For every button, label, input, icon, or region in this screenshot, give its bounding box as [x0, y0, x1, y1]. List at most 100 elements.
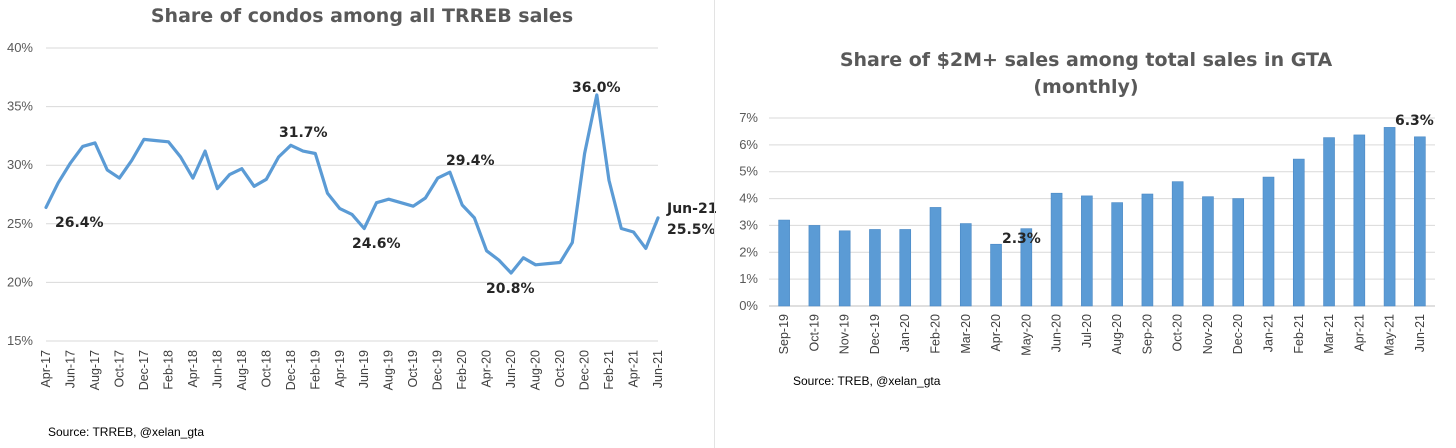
annotation-jan20: 29.4%	[446, 153, 495, 169]
bar	[1414, 136, 1426, 307]
x-tick-label: Feb-20	[929, 314, 943, 354]
x-tick-label: Jun-19	[357, 350, 371, 388]
annotation-apr20: 2.3%	[1002, 231, 1041, 247]
x-tick-label: Apr-20	[480, 350, 494, 388]
source-note: Source: TRREB, @xelan_gta	[48, 425, 204, 439]
annotation-jun19: 24.6%	[352, 236, 401, 252]
annotation-jun20: 20.8%	[486, 281, 535, 297]
bar	[1111, 202, 1123, 307]
y-tick-label: 40%	[7, 40, 33, 55]
x-tick-label: Apr-17	[39, 350, 53, 388]
x-tick-label: Feb-19	[308, 350, 322, 390]
panel-divider	[714, 0, 715, 448]
x-tick-label: Mar-20	[959, 314, 973, 354]
x-tick-label: Sep-19	[777, 314, 791, 354]
x-tick-label: Nov-20	[1201, 314, 1215, 354]
y-tick-label: 0%	[739, 298, 758, 313]
chart-title-line1: Share of $2M+ sales among total sales in…	[840, 49, 1333, 71]
x-tick-label: Apr-20	[989, 314, 1003, 352]
bar	[1262, 176, 1275, 307]
y-tick-label: 7%	[739, 110, 758, 125]
y-tick-label: 4%	[739, 191, 758, 206]
condo-share-line-chart: Share of condos among all TRREB sales 40…	[7, 5, 717, 439]
bar	[1232, 198, 1245, 307]
x-tick-label: Dec-19	[868, 314, 882, 354]
x-tick-label: Oct-19	[406, 350, 420, 388]
y-tick-label: 20%	[7, 274, 33, 289]
x-tick-label: Aug-17	[88, 350, 102, 390]
x-tick-label: Aug-20	[529, 350, 543, 390]
bar	[1020, 228, 1033, 307]
condo-share-chart-panel: Share of condos among all TRREB sales 40…	[0, 0, 717, 448]
x-tick-label: Oct-17	[112, 350, 126, 388]
x-tick-label: Jun-20	[1050, 314, 1064, 352]
bar	[990, 243, 1002, 307]
y-tick-label: 3%	[739, 217, 758, 232]
y-tick-label: 25%	[7, 216, 33, 231]
annotation-jun21: 6.3%	[1395, 113, 1434, 129]
x-tick-label: May-20	[1019, 314, 1033, 356]
bar	[959, 223, 972, 307]
x-tick-label: Jun-17	[63, 350, 77, 388]
bar	[838, 230, 851, 307]
y-tick-label: 35%	[7, 99, 33, 114]
x-tick-label: Sep-20	[1140, 314, 1154, 354]
x-tick-label: Mar-21	[1322, 314, 1336, 354]
bar	[1292, 158, 1305, 307]
bar	[869, 229, 881, 307]
y-tick-label: 15%	[7, 333, 33, 348]
annotation-dec18: 31.7%	[279, 125, 328, 141]
luxury-share-chart-panel: Share of $2M+ sales among total sales in…	[716, 0, 1456, 448]
bar	[1141, 193, 1154, 307]
y-tick-label: 6%	[739, 137, 758, 152]
bar	[1081, 195, 1093, 307]
source-note: Source: TREB, @xelan_gta	[793, 374, 941, 388]
x-tick-label: Apr-21	[1352, 314, 1366, 352]
x-tick-label: Dec-20	[1231, 314, 1245, 354]
x-tick-label: Oct-19	[807, 314, 821, 352]
x-tick-label: Feb-20	[455, 350, 469, 390]
y-tick-label: 2%	[739, 244, 758, 259]
bar	[1171, 181, 1184, 307]
bar	[1353, 134, 1366, 307]
annotation-jun21-value: 25.5%	[667, 222, 716, 238]
bar	[778, 219, 790, 307]
annotation-jun21-label: Jun-21	[666, 201, 717, 217]
x-tick-label: Apr-19	[333, 350, 347, 388]
bar	[929, 207, 942, 307]
x-tick-label: Dec-18	[284, 350, 298, 390]
x-tick-label: Jun-20	[504, 350, 518, 388]
bar	[1050, 192, 1063, 307]
x-tick-label: Oct-20	[1171, 314, 1185, 352]
bar	[1383, 127, 1396, 307]
x-tick-label: Jan-20	[898, 314, 912, 352]
bar	[1323, 137, 1335, 307]
y-tick-label: 5%	[739, 164, 758, 179]
x-tick-label: Jan-21	[1262, 314, 1276, 352]
x-tick-label: Feb-21	[1292, 314, 1306, 354]
annotation-jan21: 36.0%	[572, 80, 621, 96]
x-tick-label: Dec-20	[578, 350, 592, 390]
chart-title-line2: (monthly)	[1033, 76, 1138, 98]
x-tick-label: Aug-19	[382, 350, 396, 390]
x-tick-label: Nov-19	[838, 314, 852, 354]
x-tick-label: Apr-18	[186, 350, 200, 388]
x-tick-label: Feb-18	[161, 350, 175, 390]
bar	[899, 229, 912, 307]
bar	[808, 225, 821, 307]
x-tick-label: Aug-20	[1110, 314, 1124, 354]
x-tick-label: Oct-20	[553, 350, 567, 388]
x-tick-label: Feb-21	[602, 350, 616, 390]
y-tick-label: 1%	[739, 271, 758, 286]
x-tick-label: Dec-17	[137, 350, 151, 390]
x-tick-label: Dec-19	[431, 350, 445, 390]
x-tick-label: May-21	[1383, 314, 1397, 356]
x-tick-label: Jun-21	[651, 350, 665, 388]
y-tick-label: 30%	[7, 157, 33, 172]
annotation-apr17: 26.4%	[55, 215, 104, 231]
x-tick-label: Jul-20	[1080, 314, 1094, 348]
chart-title: Share of condos among all TRREB sales	[151, 5, 573, 27]
x-tick-label: Apr-21	[627, 350, 641, 388]
x-tick-label: Aug-18	[235, 350, 249, 390]
luxury-share-bar-chart: Share of $2M+ sales among total sales in…	[739, 49, 1435, 388]
